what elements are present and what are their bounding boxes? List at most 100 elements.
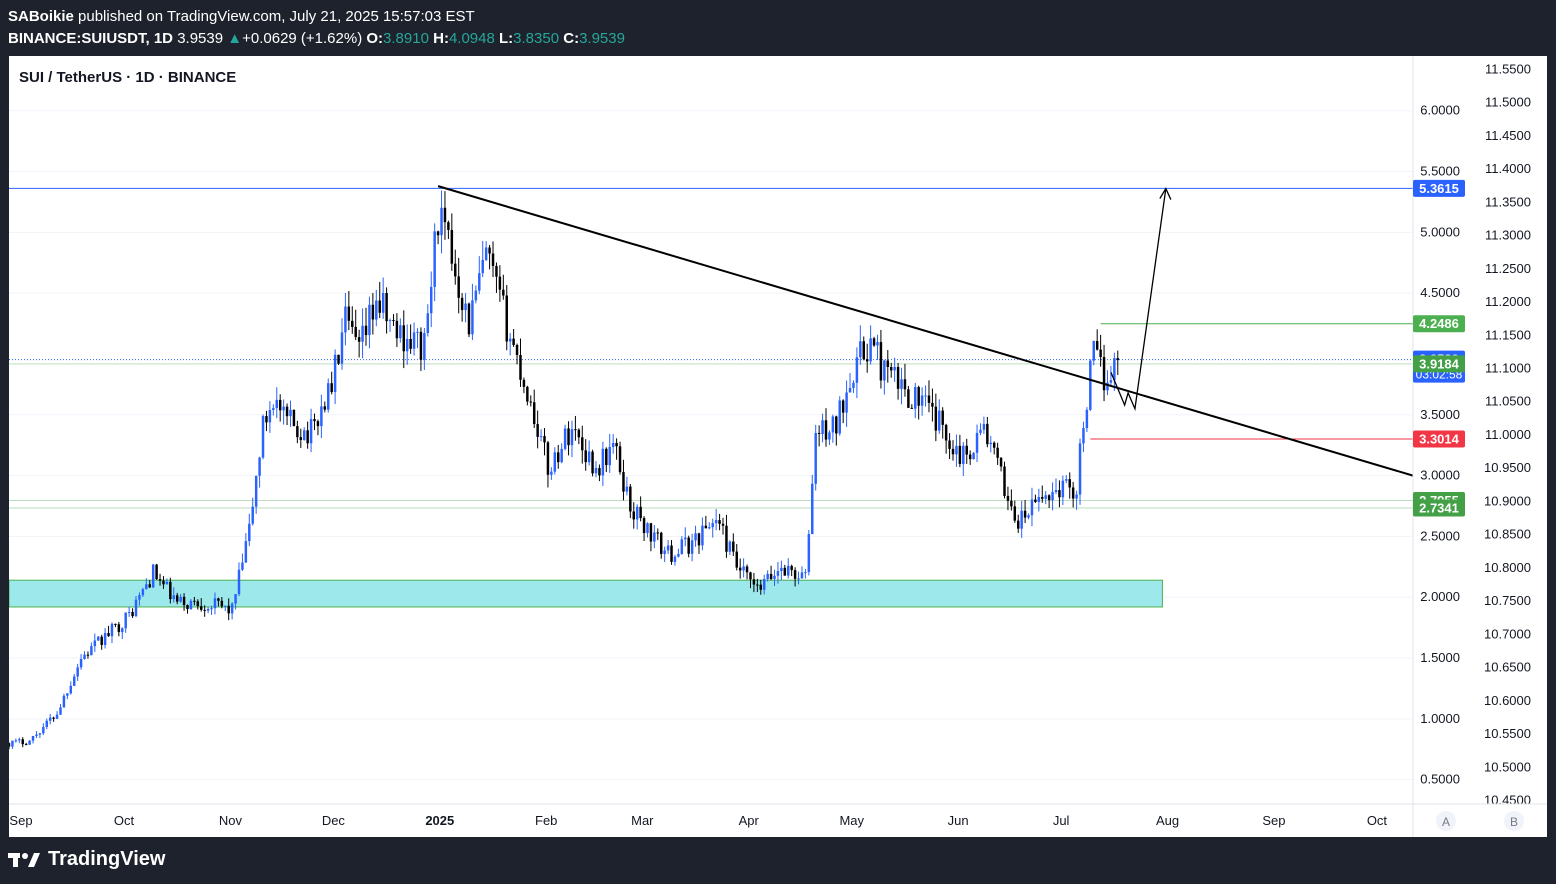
scale-button-a[interactable] [1436,811,1456,831]
candle-body [608,447,611,466]
candle-body [553,452,557,472]
candle-body [426,313,430,334]
right-scale-tick: 10.5500 [1484,726,1531,741]
price-scale-tick: 6.0000 [1420,103,1460,118]
level-label-text: 4.2486 [1419,316,1459,331]
candle-body [766,573,769,580]
candle-body [86,654,90,656]
candle-body [752,579,756,585]
right-scale-tick: 11.0500 [1485,394,1531,409]
candle-body [48,717,52,721]
symbol-label[interactable]: BINANCE:SUIUSDT, 1D [8,30,174,47]
candle-body [227,605,230,614]
candle-body [333,354,337,393]
candle-body [900,379,903,389]
candle-body [196,601,200,607]
candle-body [1092,341,1095,361]
candle-body [316,421,320,427]
right-scale-tick: 11.5500 [1485,61,1531,76]
time-axis-tick: Jun [948,813,969,828]
price-scale-tick: 5.5000 [1420,164,1460,179]
candle-body [625,486,629,492]
candle-body [302,430,306,440]
candle-body [773,575,776,579]
candle-body [889,366,893,371]
trendline [437,185,1414,477]
candle-body [261,416,265,458]
price-scale-tick: 0.5000 [1420,772,1460,787]
candle-body [811,483,814,535]
candle-body [663,550,666,554]
candle-body [498,276,502,290]
candle-body [1041,497,1044,499]
author-name[interactable]: SABoikie [8,8,74,25]
time-axis-tick: Sep [1262,813,1285,828]
close-label: C: [563,30,580,47]
candle-body [405,338,409,352]
candle-body [711,523,714,528]
candle-body [505,295,508,342]
candle-body [690,540,694,554]
candle-body [69,685,73,694]
candle-body [817,432,821,434]
candle-body [938,410,941,431]
right-scale-tick: 10.9500 [1484,460,1531,475]
candle-body [282,406,285,411]
candle-body [306,430,309,444]
candle-body [193,600,196,602]
candle-body [97,636,100,641]
candle-body [529,401,533,403]
scale-button-label: A [1442,815,1450,829]
candle-body [251,506,254,524]
candle-body [429,286,433,314]
candle-body [474,290,478,301]
candle-body [388,320,392,322]
candles [7,190,1120,750]
candle-body [285,406,289,417]
candle-body [539,436,543,438]
candle-body [790,565,793,571]
candle-body [199,606,203,610]
chart-panel[interactable]: 11.5500 11.5000 11.4500 11.4000 11.3500 11.30… [7,56,1547,837]
candle-body [1082,428,1085,444]
candle-body [972,452,975,460]
candle-body [831,416,835,433]
candle-body [762,579,766,590]
candle-body [852,382,855,389]
candle-body [996,447,999,458]
candle-body [1061,480,1065,498]
candle-body [708,527,711,529]
candle-body [45,720,48,727]
candle-body [673,556,677,562]
price-change: +0.0629 (+1.62%) [242,30,363,47]
candle-body [611,442,615,448]
right-scale-tick: 10.6000 [1484,693,1531,708]
candle-body [361,325,364,342]
right-scale-tick: 11.4500 [1485,128,1531,143]
candle-body [172,595,176,600]
candle-body [560,448,563,463]
tradingview-logo[interactable]: TradingView [8,848,165,871]
right-scale-tick: 11.1000 [1485,360,1531,375]
price-chart[interactable]: 11.5500 11.5000 11.4500 11.4000 11.3500 11.30… [7,56,1547,837]
scale-button-b[interactable] [1504,811,1524,831]
candle-body [443,207,447,223]
candle-body [649,523,653,542]
candle-body [24,744,28,746]
candle-body [35,734,38,736]
candle-body [958,445,962,464]
candle-body [986,423,989,445]
candle-body [299,437,303,440]
candle-body [436,231,440,236]
candle-body [392,320,395,322]
candle-body [151,564,155,588]
candle-body [433,231,436,287]
candle-body [567,428,570,446]
candle-body [615,442,618,447]
candle-body [110,623,114,637]
candle-body [11,740,14,747]
candle-body [776,571,780,576]
candle-body [629,486,632,512]
candle-body [807,534,811,573]
candle-body [323,406,327,410]
